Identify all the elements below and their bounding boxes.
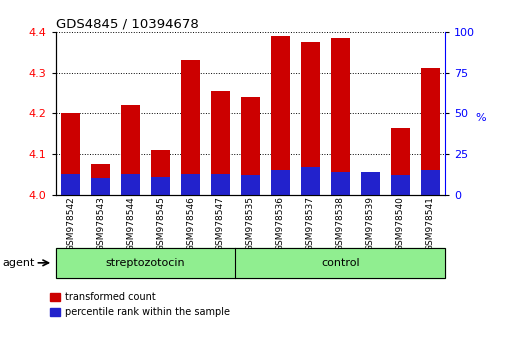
Bar xyxy=(360,172,379,195)
Bar xyxy=(180,61,200,195)
Bar xyxy=(61,113,80,195)
Bar xyxy=(330,172,349,195)
Bar xyxy=(121,105,140,195)
Legend: transformed count, percentile rank within the sample: transformed count, percentile rank withi… xyxy=(50,292,230,317)
Y-axis label: %: % xyxy=(475,113,485,123)
Bar xyxy=(150,177,170,195)
Bar xyxy=(211,91,230,195)
Bar xyxy=(390,175,409,195)
Bar xyxy=(300,167,320,195)
Text: control: control xyxy=(321,258,359,268)
Bar xyxy=(390,127,409,195)
Bar xyxy=(180,173,200,195)
Bar xyxy=(91,164,110,195)
Bar xyxy=(270,36,289,195)
Bar xyxy=(420,69,439,195)
Bar xyxy=(150,150,170,195)
Bar xyxy=(330,38,349,195)
Bar xyxy=(420,170,439,195)
Text: agent: agent xyxy=(3,258,35,268)
Bar xyxy=(300,42,320,195)
Bar xyxy=(240,97,260,195)
Bar xyxy=(360,172,379,195)
Bar xyxy=(211,173,230,195)
Bar xyxy=(270,170,289,195)
Bar xyxy=(121,173,140,195)
Bar xyxy=(240,175,260,195)
Bar xyxy=(61,173,80,195)
Bar xyxy=(91,178,110,195)
Text: GDS4845 / 10394678: GDS4845 / 10394678 xyxy=(56,18,198,31)
Text: streptozotocin: streptozotocin xyxy=(106,258,185,268)
